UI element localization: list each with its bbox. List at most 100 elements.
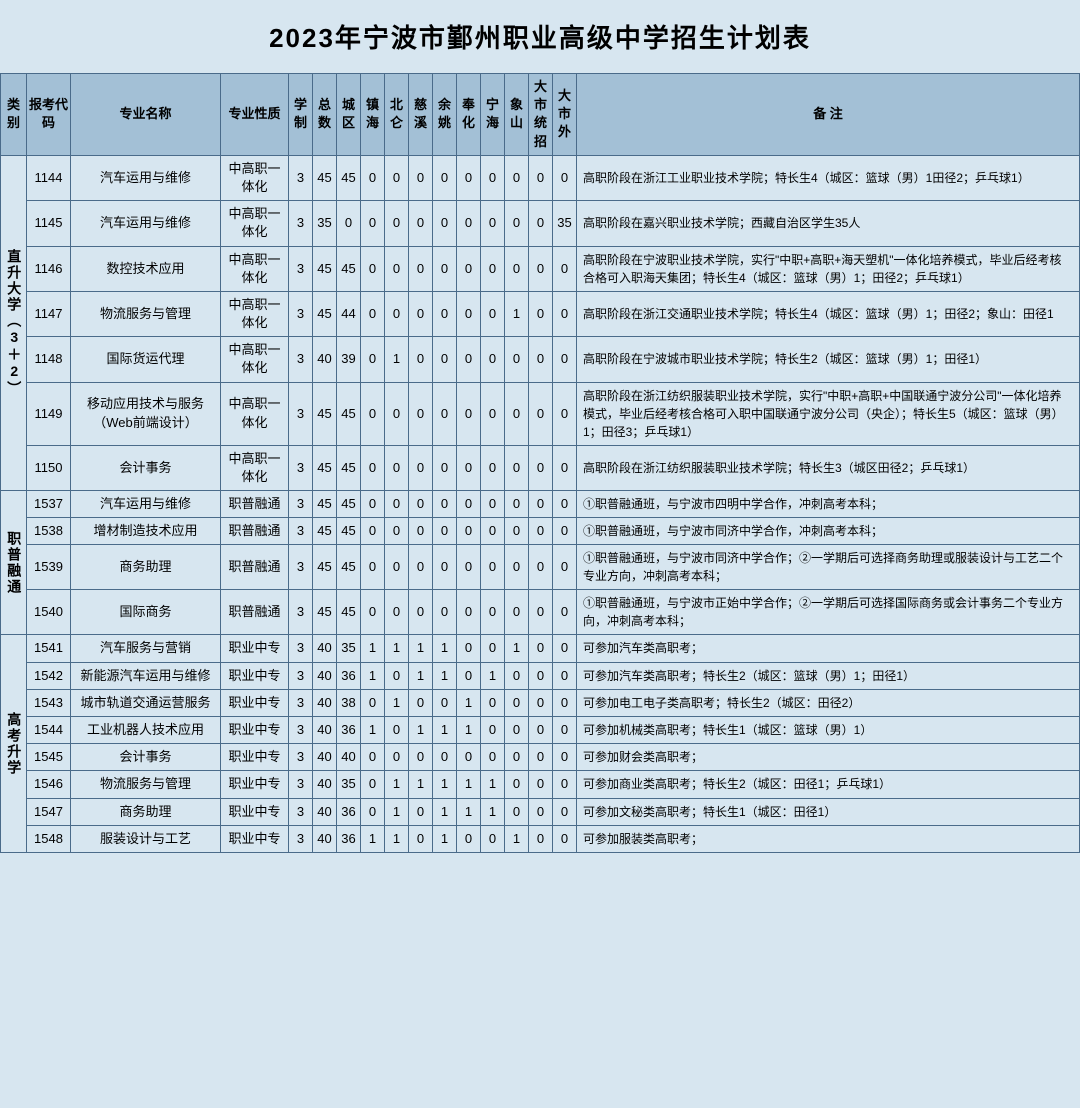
total-cell: 45	[313, 445, 337, 490]
num-cell: 0	[553, 545, 577, 590]
num-cell: 0	[553, 771, 577, 798]
num-cell: 0	[505, 771, 529, 798]
num-cell: 1	[433, 662, 457, 689]
num-cell: 0	[481, 246, 505, 291]
total-cell: 45	[313, 545, 337, 590]
num-cell: 0	[409, 689, 433, 716]
category-cell: 高考升学	[1, 635, 27, 853]
total-cell: 40	[313, 635, 337, 662]
num-cell: 1	[433, 716, 457, 743]
code-cell: 1146	[27, 246, 71, 291]
major-cell: 国际商务	[71, 590, 221, 635]
num-cell: 0	[409, 825, 433, 852]
num-cell: 0	[505, 798, 529, 825]
num-cell: 1	[385, 337, 409, 382]
major-cell: 会计事务	[71, 445, 221, 490]
major-cell: 新能源汽车运用与维修	[71, 662, 221, 689]
num-cell: 35	[337, 771, 361, 798]
page-title: 2023年宁波市鄞州职业高级中学招生计划表	[0, 0, 1080, 73]
num-cell: 0	[505, 246, 529, 291]
remark-cell: ①职普融通班，与宁波市四明中学合作，冲刺高考本科；	[577, 491, 1080, 518]
num-cell: 1	[457, 798, 481, 825]
num-cell: 0	[505, 689, 529, 716]
num-cell: 1	[361, 662, 385, 689]
num-cell: 0	[553, 590, 577, 635]
total-cell: 40	[313, 689, 337, 716]
num-cell: 0	[409, 155, 433, 200]
nature-cell: 职普融通	[221, 590, 289, 635]
total-cell: 45	[313, 491, 337, 518]
num-cell: 0	[481, 201, 505, 246]
nature-cell: 中高职一体化	[221, 291, 289, 336]
num-cell: 0	[385, 716, 409, 743]
table-row: 1542新能源汽车运用与维修职业中专34036101101000可参加汽车类高职…	[1, 662, 1080, 689]
num-cell: 0	[553, 291, 577, 336]
remark-cell: 可参加汽车类高职考；	[577, 635, 1080, 662]
num-cell: 0	[529, 689, 553, 716]
num-cell: 0	[361, 771, 385, 798]
num-cell: 0	[481, 635, 505, 662]
num-cell: 0	[553, 246, 577, 291]
total-cell: 40	[313, 771, 337, 798]
num-cell: 0	[481, 155, 505, 200]
num-cell: 0	[409, 246, 433, 291]
num-cell: 1	[409, 635, 433, 662]
num-cell: 35	[337, 635, 361, 662]
table-row: 高考升学1541汽车服务与营销职业中专34035111100100可参加汽车类高…	[1, 635, 1080, 662]
major-cell: 增材制造技术应用	[71, 518, 221, 545]
num-cell: 0	[409, 382, 433, 445]
total-cell: 40	[313, 337, 337, 382]
remark-cell: 高职阶段在宁波城市职业技术学院；特长生2（城区：篮球（男）1；田径1）	[577, 337, 1080, 382]
num-cell: 0	[457, 155, 481, 200]
th-dashi: 大市统招	[529, 74, 553, 156]
num-cell: 0	[409, 201, 433, 246]
num-cell: 0	[505, 518, 529, 545]
num-cell: 0	[457, 382, 481, 445]
num-cell: 36	[337, 662, 361, 689]
num-cell: 0	[361, 518, 385, 545]
table-row: 职普融通1537汽车运用与维修职普融通34545000000000①职普融通班，…	[1, 491, 1080, 518]
num-cell: 45	[337, 246, 361, 291]
code-cell: 1546	[27, 771, 71, 798]
th-ninghai: 宁海	[481, 74, 505, 156]
num-cell: 0	[529, 825, 553, 852]
num-cell: 0	[553, 155, 577, 200]
system-cell: 3	[289, 689, 313, 716]
table-row: 1539商务助理职普融通34545000000000①职普融通班，与宁波市同济中…	[1, 545, 1080, 590]
category-cell: 职普融通	[1, 491, 27, 635]
num-cell: 1	[505, 635, 529, 662]
num-cell: 0	[529, 337, 553, 382]
table-row: 1540国际商务职普融通34545000000000①职普融通班，与宁波市正始中…	[1, 590, 1080, 635]
num-cell: 0	[529, 382, 553, 445]
num-cell: 0	[433, 590, 457, 635]
num-cell: 0	[529, 291, 553, 336]
num-cell: 0	[505, 716, 529, 743]
num-cell: 0	[457, 662, 481, 689]
total-cell: 40	[313, 716, 337, 743]
major-cell: 汽车服务与营销	[71, 635, 221, 662]
num-cell: 0	[385, 662, 409, 689]
num-cell: 1	[505, 825, 529, 852]
num-cell: 0	[553, 798, 577, 825]
table-row: 1545会计事务职业中专34040000000000可参加财会类高职考；	[1, 744, 1080, 771]
num-cell: 0	[529, 445, 553, 490]
num-cell: 0	[505, 545, 529, 590]
code-cell: 1541	[27, 635, 71, 662]
num-cell: 0	[361, 545, 385, 590]
num-cell: 0	[529, 246, 553, 291]
th-fenghua: 奉化	[457, 74, 481, 156]
num-cell: 0	[481, 590, 505, 635]
num-cell: 0	[409, 291, 433, 336]
num-cell: 0	[457, 590, 481, 635]
num-cell: 36	[337, 716, 361, 743]
num-cell: 45	[337, 382, 361, 445]
system-cell: 3	[289, 155, 313, 200]
system-cell: 3	[289, 382, 313, 445]
num-cell: 0	[553, 445, 577, 490]
system-cell: 3	[289, 491, 313, 518]
major-cell: 国际货运代理	[71, 337, 221, 382]
num-cell: 0	[433, 518, 457, 545]
num-cell: 0	[481, 716, 505, 743]
nature-cell: 中高职一体化	[221, 445, 289, 490]
remark-cell: 可参加机械类高职考；特长生1（城区：篮球（男）1）	[577, 716, 1080, 743]
